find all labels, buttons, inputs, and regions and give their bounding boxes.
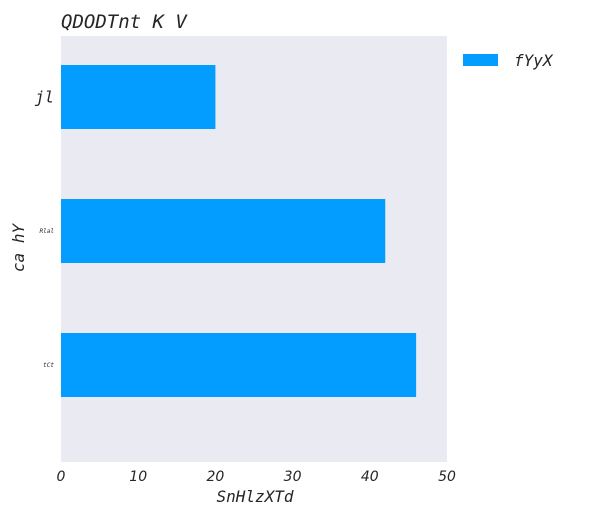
x-tick-label: 0 [57,469,66,485]
y-tick-label: Rlal [40,228,54,235]
x-tick-label: 20 [206,469,224,485]
legend-label: fYyX [514,51,554,70]
y-tick-label: tCt [43,362,54,369]
x-axis-label: SnHlzXTd [216,487,293,506]
bar-jl [61,65,216,129]
x-tick-label: 50 [438,469,456,485]
x-tick-label: 30 [284,469,302,485]
bar-tCt [61,333,417,397]
bar-Rlal [61,199,386,263]
chart-title: QDODTnt K V [61,11,188,33]
x-tick-label: 10 [129,469,147,485]
x-tick-label: 40 [361,469,379,485]
y-tick-label: jl [35,88,54,107]
legend: fYyX [463,51,554,70]
y-axis-label: ca hY [9,223,28,273]
legend-swatch [463,54,498,66]
